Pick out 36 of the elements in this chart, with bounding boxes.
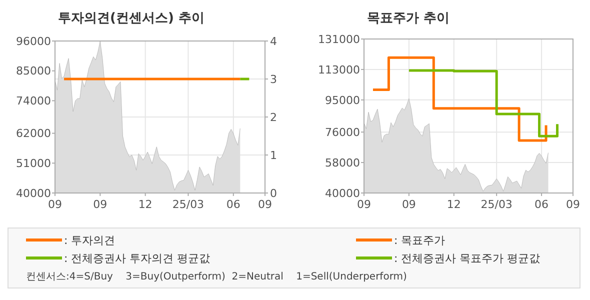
x-tick-label: 09 xyxy=(566,198,580,211)
y-tick-label: 58000 xyxy=(325,156,360,170)
y2-tick-label: 4 xyxy=(270,34,277,48)
legend-label: : 전체증권사 투자의견 평균값 xyxy=(64,252,210,265)
y-tick-label: 40000 xyxy=(16,186,51,200)
y-tick-label: 95000 xyxy=(325,94,360,107)
x-tick-label: 06 xyxy=(226,198,240,211)
x-tick-label: 12 xyxy=(138,198,152,211)
y-tick-label: 85000 xyxy=(16,64,51,78)
y-tick-label: 76000 xyxy=(325,126,360,139)
y-tick-label: 74000 xyxy=(16,94,51,108)
y2-tick-label: 1 xyxy=(270,148,277,162)
x-tick-label: 12 xyxy=(446,198,461,211)
y-tick-label: 113000 xyxy=(318,63,360,76)
x-tick-label: 09 xyxy=(357,198,371,211)
legend-label: : 투자의견 xyxy=(64,234,116,247)
x-tick-label: 06 xyxy=(534,198,549,211)
legend-label: : 전체증권사 목표주가 평균값 xyxy=(394,252,540,265)
text: 컨센서스:4=S/Buy 3=Buy(Outperform) 2=Neutral 1=Sell(Underperform) xyxy=(26,272,407,282)
y2-tick-label: 0 xyxy=(270,186,277,200)
x-tick-label: 09 xyxy=(258,198,272,211)
y-tick-label: 62000 xyxy=(16,127,51,140)
y-tick-label: 40000 xyxy=(325,186,360,200)
x-tick-label: 25/03 xyxy=(480,198,512,211)
x-tick-label: 25/03 xyxy=(172,198,204,211)
chart-title: 투자의견(컨센서스) 추이 xyxy=(58,11,204,26)
legend-label: : 목표주가 xyxy=(394,234,446,247)
x-tick-label: 09 xyxy=(48,198,62,211)
y-tick-label: 131000 xyxy=(318,32,360,46)
x-tick-label: 09 xyxy=(402,198,416,211)
y2-tick-label: 2 xyxy=(270,110,277,124)
y-tick-label: 96000 xyxy=(16,34,51,48)
y-tick-label: 51000 xyxy=(16,156,51,170)
x-tick-label: 09 xyxy=(93,198,108,211)
y2-tick-label: 3 xyxy=(270,72,277,86)
chart-title: 목표주가 추이 xyxy=(367,11,450,26)
